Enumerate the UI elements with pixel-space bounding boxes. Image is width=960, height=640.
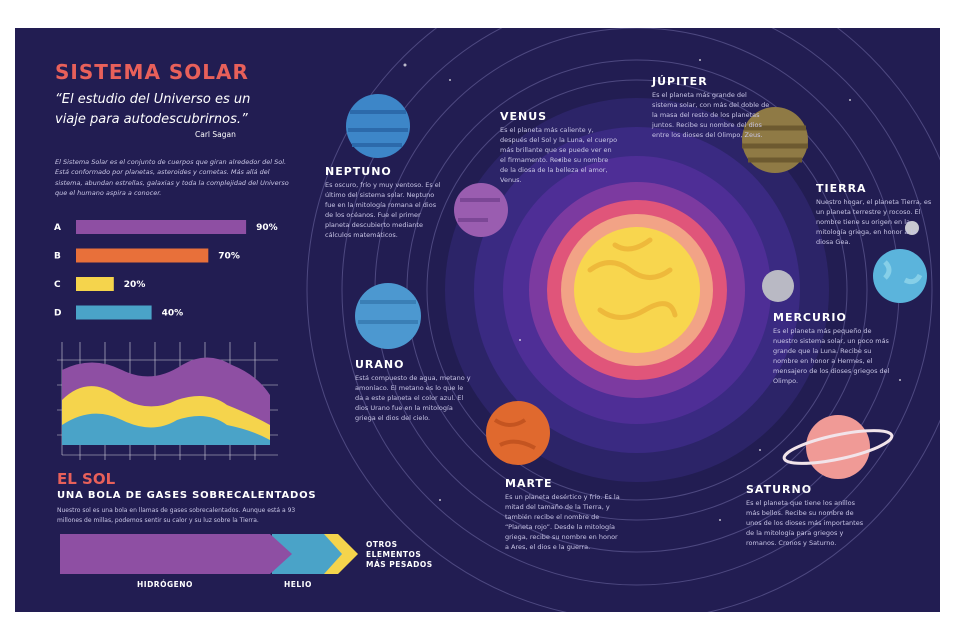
- planet-text: Está compuesto de agua, metano y amoníac…: [355, 374, 471, 423]
- planet-name: TIERRA: [816, 182, 867, 195]
- bar-value-label: 70%: [218, 252, 240, 262]
- planet-text: Es el planeta más pequeño de nuestro sis…: [773, 327, 890, 386]
- quote-author: Carl Sagan: [195, 130, 236, 139]
- sun-title: EL SOL: [57, 470, 116, 488]
- planet-name: URANO: [355, 358, 405, 371]
- bar-label: B: [54, 252, 61, 262]
- bar-label: C: [54, 280, 61, 290]
- planet-name: SATURNO: [746, 483, 813, 496]
- planet-name: NEPTUNO: [325, 165, 392, 178]
- planet-text: Es el planeta más grande del sistema sol…: [652, 91, 770, 140]
- hydrogen-label: HIDRÓGENO: [137, 580, 193, 589]
- solar-system: [306, 28, 940, 612]
- element-arrows: [60, 534, 358, 574]
- bar-label: A: [54, 223, 61, 233]
- bar: [76, 277, 114, 291]
- bar: [76, 220, 247, 234]
- title: SISTEMA SOLAR: [55, 60, 249, 84]
- planet-name: VENUS: [500, 110, 548, 123]
- sun: [574, 227, 700, 353]
- bar-value-label: 40%: [162, 309, 184, 319]
- area-decoration: [57, 342, 278, 460]
- planet-text: Es el planeta más caliente y, después de…: [500, 126, 618, 185]
- bar-chart: A 90% B 70% C 20% D 40%: [54, 220, 278, 320]
- sun-subtitle: UNA BOLA DE GASES SOBRECALENTADOS: [57, 490, 317, 501]
- bar-value-label: 90%: [256, 223, 278, 233]
- bar: [76, 305, 152, 320]
- heavy-label: OTROS ELEMENTOS MÁS PESADOS: [366, 540, 433, 569]
- planet-text: Es el planeta que tiene los anillos más …: [746, 499, 864, 548]
- bar-value-label: 20%: [124, 280, 146, 290]
- planet-text: Es un planeta desértico y frío. Es la mi…: [505, 493, 620, 552]
- planet-name: JÚPITER: [652, 75, 708, 88]
- bar-label: D: [54, 309, 61, 319]
- planets: [346, 94, 927, 479]
- planet-text: Es oscuro, frío y muy ventoso. Es el últ…: [325, 181, 441, 240]
- helium-label: HELIO: [284, 580, 312, 589]
- sun-text: Nuestro sol es una bola en llamas de gas…: [57, 507, 296, 524]
- planet-name: MARTE: [505, 477, 553, 490]
- planet-text: Nuestro hogar, el planeta Tierra, es un …: [816, 198, 932, 247]
- quote: “El estudio del Universo es un viaje par…: [55, 92, 251, 127]
- intro-text: El Sistema Solar es el conjunto de cuerp…: [55, 158, 289, 198]
- planet-name: MERCURIO: [773, 311, 847, 324]
- bar: [76, 248, 209, 263]
